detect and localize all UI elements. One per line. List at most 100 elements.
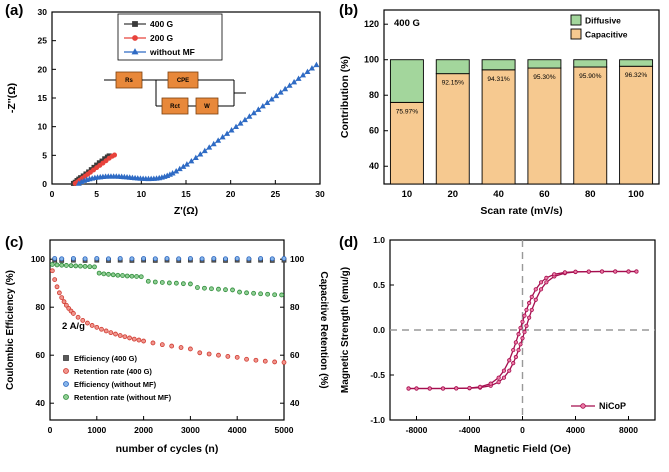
x-tick-label: 10 [402,189,413,200]
x-tick-label: 40 [493,189,504,200]
legend-label: Efficiency (without MF) [74,380,157,389]
contribution-bar-chart: 40 60 80 100 120 10 75.97% 20 92.15% 40 94.31% 60 95… [334,0,669,232]
bar-chart-svg: 40 60 80 100 120 10 75.97% 20 92.15% 40 94.31% 60 95… [339,9,660,217]
panel-b: (b) 40 60 80 100 120 10 75.97% 20 92.15% 40 94.31%… [334,0,669,232]
y-tick-label: 0.5 [373,280,385,290]
x-tick-label: 30 [315,189,325,199]
equivalent-circuit-inset: Rs CPE Rct W [104,71,246,115]
y-tick-label: 60 [369,126,379,136]
bar-percent-label: 95.90% [579,73,602,80]
y-tick-label: 0.0 [373,325,385,335]
y-axis-label: Magnetic Strength (emu/g) [340,267,351,393]
circuit-element-label: Rs [125,78,133,84]
capacitive-bar [389,101,424,185]
panel-a: (a) 0 5 10 15 20 25 30 0 5 10 15 20 25 30 Z'(Ω) -Z''(Ω)… [0,0,334,232]
y-axis-label: -Z''(Ω) [6,83,18,113]
legend-label: Retention rate (without MF) [74,393,172,402]
panel-c-label: (c) [5,234,24,251]
bar-percent-label: 96.32% [625,72,648,79]
y-tick-label: 80 [369,90,379,100]
y-tick-label: 100 [364,55,379,65]
x-tick-label: 25 [271,189,281,199]
y-tick-label: 5 [42,150,47,160]
x-tick-label: 15 [181,189,191,199]
y-tick-label: 0 [42,179,47,189]
x-tick-label: 100 [628,189,644,200]
x-tick-label: 20 [226,189,236,199]
y-tick-label: 20 [38,64,48,74]
legend-label: Capacitive [585,30,628,40]
x-tick-label: 20 [447,189,458,200]
x-tick-label: 1000 [87,425,106,435]
y-tick-label: 40 [369,161,379,171]
y-tick-label: -1.0 [370,415,385,425]
diffusive-bar [619,59,654,67]
bar-percent-label: 95.30% [533,74,556,81]
y-tick-label: 25 [38,36,48,46]
x-tick-label: -8000 [406,425,428,435]
diffusive-bar [435,59,470,75]
x-tick-label: 60 [539,189,550,200]
y-tick-label: 120 [364,19,379,29]
x-tick-label: 5 [94,189,99,199]
panel-a-label: (a) [5,2,24,19]
x-tick-label: 4000 [566,425,585,435]
x-tick-label: 80 [585,189,596,200]
legend-swatch [570,14,582,26]
y-tick-label: 80 [36,302,46,312]
legend-label: without MF [149,47,195,57]
x-tick-label: 0 [520,425,525,435]
bar-percent-label: 94.31% [487,76,510,83]
nyquist-eis-chart: 0 5 10 15 20 25 30 0 5 10 15 20 25 30 Z'(Ω) -Z''(Ω) Rs CP… [0,0,334,232]
field-annotation: 400 G [394,18,420,29]
y-axis-label: Coulombic Efficiency (%) [5,270,16,390]
y-tick-label: -0.5 [370,370,385,380]
capacitive-bar [619,65,654,185]
y-tick-label: 15 [38,93,48,103]
nyquist-plot-svg: 0 5 10 15 20 25 30 0 5 10 15 20 25 30 Z'(Ω) -Z''(Ω) Rs CP… [6,7,325,217]
y-tick-label: 60 [36,350,46,360]
cycling-plot-svg: 0 1000 2000 3000 4000 5000 40 60 80 100 40 60 80 100 n… [5,239,329,455]
right-tick-label: 80 [290,302,300,312]
panel-d-label: (d) [339,234,359,251]
panel-d: (d) -8000 -4000 0 4000 8000 -1.0 -0.5 0.0 0.5 1.0… [334,232,669,472]
plot-frame [383,9,660,185]
diffusive-bar [389,59,424,103]
capacitive-bar [573,66,608,185]
legend-label: NiCoP [599,401,626,411]
circuit-element-label: Rct [170,104,180,110]
capacitive-bar [435,73,470,185]
current-density-annotation: 2 A/g [62,321,85,332]
x-tick-label: 0 [50,189,55,199]
right-tick-label: 40 [290,398,300,408]
x-axis-label: number of cycles (n) [116,443,219,455]
legend-label: Efficiency (400 G) [74,354,137,363]
legend-label: 400 G [150,19,174,29]
y-tick-label: 100 [31,254,45,264]
x-tick-label: 5000 [275,425,294,435]
legend-label: Retention rate (400 G) [74,367,152,376]
circuit-element-label: W [204,104,210,110]
diffusive-bar [527,59,562,69]
circuit-element-label: CPE [177,78,189,84]
panel-b-label: (b) [339,2,359,19]
right-axis-label: Capacitive Retention (%) [318,271,329,388]
legend-label: 200 G [150,33,174,43]
bar-percent-label: 92.15% [442,80,465,87]
right-tick-label: 60 [290,350,300,360]
x-tick-label: 4000 [228,425,247,435]
legend-label: Diffusive [585,16,621,26]
right-tick-label: 100 [290,254,304,264]
hysteresis-chart: -8000 -4000 0 4000 8000 -1.0 -0.5 0.0 0.5 1.0 Magn… [334,232,669,472]
cycling-stability-chart: 0 1000 2000 3000 4000 5000 40 60 80 100 40 60 80 100 n… [0,232,334,472]
x-axis-label: Scan rate (mV/s) [480,205,562,217]
diffusive-bar [573,59,608,68]
x-tick-label: 10 [137,189,147,199]
diffusive-bar [481,59,516,71]
y-axis-label: Contribution (%) [339,56,351,138]
panel-c: (c) 0 1000 2000 3000 4000 5000 40 60 80 100 40 60 80… [0,232,334,472]
y-tick-label: 10 [38,122,48,132]
x-axis-label: Z'(Ω) [174,205,198,217]
y-tick-label: 1.0 [373,235,385,245]
